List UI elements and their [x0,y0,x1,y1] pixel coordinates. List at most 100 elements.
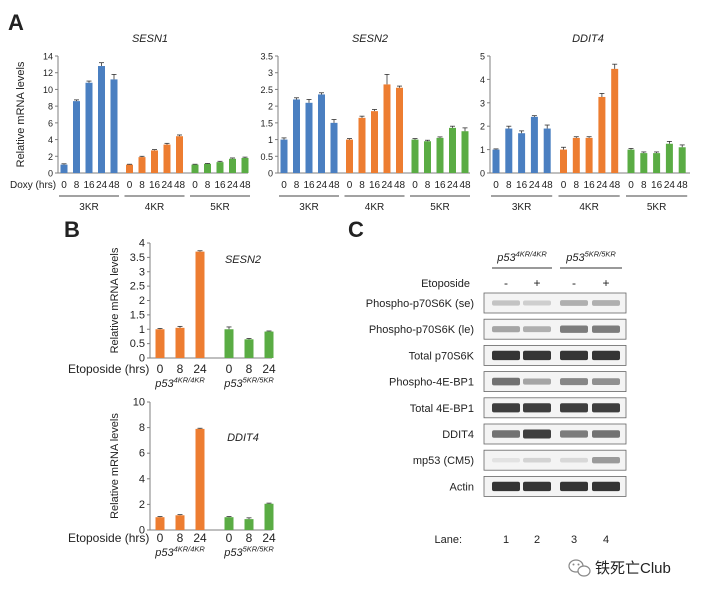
blot-band [592,481,620,492]
y-tick-label: 0.5 [130,338,145,350]
bar [530,116,538,173]
bar [229,158,236,173]
x-tick-label: 24 [316,180,328,191]
x-tick-label: 48 [677,180,689,191]
x-tick-label: 48 [174,180,186,191]
group-label: 3KR [512,202,531,213]
y-tick-label: 2 [139,499,145,511]
group-label: 5KR [210,202,229,213]
y-tick-label: 1 [139,324,145,336]
blot-band [592,300,620,306]
x-tick-label: 0 [412,180,418,191]
group-label: 3KR [299,202,318,213]
y-tick-label: 1.5 [260,118,273,128]
blot-band [560,325,588,333]
bar [155,517,165,530]
x-tick-label: 0 [493,180,499,191]
bar [195,251,205,358]
y-tick-label: 12 [43,68,53,78]
bar [653,153,661,173]
blot-strip [483,449,627,471]
y-tick-label: 2.5 [260,85,273,95]
y-tick-label: 8 [139,422,145,434]
x-tick-label: 16 [651,180,663,191]
x-tick-label: 16 [83,180,95,191]
y-tick-label: 0 [48,169,53,179]
blot-row-label: mp53 (CM5) [413,455,474,467]
blot-row-label: Phospho-p70S6K (se) [366,298,474,310]
blot-band [523,300,551,306]
bar [280,139,288,173]
bar [195,428,205,530]
y-tick-label: 3 [268,68,273,78]
group-label: 3KR [79,202,98,213]
x-tick-label: 8 [205,180,211,191]
blot-band [560,430,588,438]
bar [383,84,391,173]
blot-row-label: Phospho-p70S6K (le) [369,324,474,336]
treatment-sign: - [572,276,576,290]
bar [640,153,648,173]
bar [305,102,313,173]
bar [191,164,199,173]
bar [293,99,300,173]
y-tick-label: 2 [48,152,53,162]
bar [505,128,513,173]
blot-band [523,326,551,333]
blot-strip [483,371,627,393]
bar [224,517,234,530]
y-axis-label: Relative mRNA levels [15,61,27,167]
bar [318,94,325,173]
bar [204,163,211,173]
y-tick-label: 6 [48,118,53,128]
x-tick-label: 24 [227,180,239,191]
blot-band [523,481,551,492]
blot-band [560,403,588,413]
blot-band [560,300,588,306]
x-tick-label: 0 [561,180,567,191]
group-label: 4KR [145,202,164,213]
x-tick-label: 16 [149,180,161,191]
blot-row-label: Total 4E-BP1 [410,403,474,415]
wechat-icon [568,559,591,577]
x-tick-label: 24 [96,180,108,191]
x-tick-label: 8 [139,180,145,191]
x-tick-label: 48 [108,180,120,191]
group-label: p535KR/5KR [223,376,274,390]
blot-band [492,481,520,492]
blot-band [560,350,588,361]
blot-strip [483,475,627,497]
bar [151,150,158,173]
x-tick-label: 8 [294,180,300,191]
x-tick-label: 16 [369,180,381,191]
blot-band [492,430,520,438]
x-tick-label: 0 [226,531,233,545]
lane-number: 2 [534,534,540,546]
x-tick-label: 16 [584,180,596,191]
lane-number: 3 [571,534,577,546]
bar [371,111,378,173]
x-tick-label: 8 [574,180,580,191]
group-label: p535KR/5KR [223,545,274,559]
blot-band [492,350,520,361]
blot-band [492,300,520,306]
bar [665,143,673,173]
x-tick-label: 48 [459,180,471,191]
group-label: p534KR/4KR [154,376,205,390]
bar [163,144,171,173]
x-tick-label: 24 [193,531,207,545]
y-tick-label: 14 [43,52,53,62]
panel-label-b: B [64,217,80,242]
blot-band [592,457,620,464]
lane-number: 4 [603,534,609,546]
bar [175,515,185,530]
bar [264,503,274,530]
y-tick-label: 0.5 [260,152,273,162]
blot-band [492,458,520,463]
blot-band [492,403,520,413]
y-tick-label: 1 [268,135,273,145]
bar [330,122,338,173]
bar [244,519,254,530]
x-tick-label: 16 [516,180,528,191]
